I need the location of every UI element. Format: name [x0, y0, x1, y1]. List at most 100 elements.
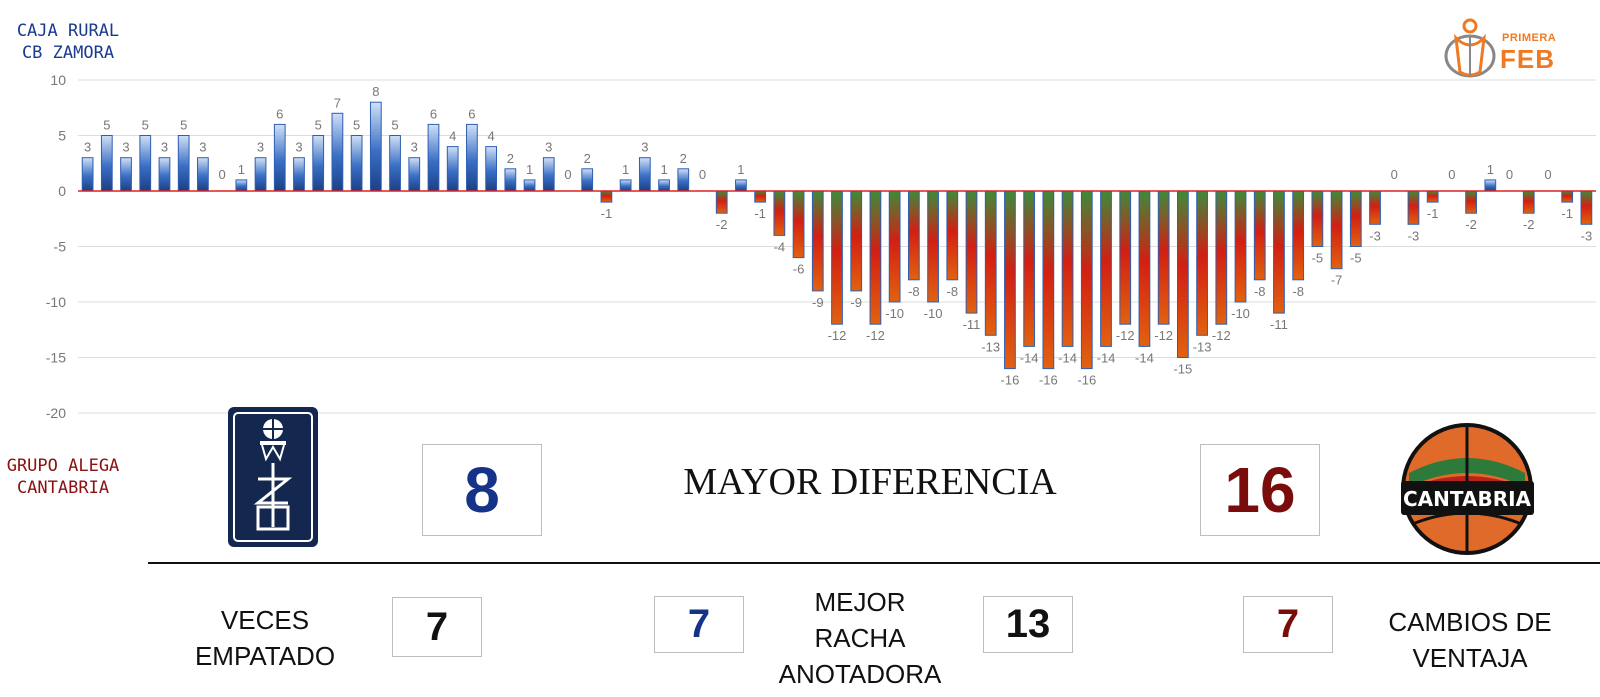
- bar: [100, 135, 113, 192]
- bar: [1349, 190, 1362, 247]
- data-label: 0: [564, 167, 571, 182]
- data-label: 0: [218, 167, 225, 182]
- bar: [1023, 190, 1036, 347]
- bar: [1426, 190, 1439, 203]
- data-label: -3: [1408, 228, 1420, 243]
- bar: [1215, 190, 1228, 325]
- data-label: 5: [353, 118, 360, 133]
- bar: [1138, 190, 1151, 347]
- team-b-line2: CANTABRIA: [16, 478, 110, 498]
- data-label: 5: [103, 118, 110, 133]
- data-label: 1: [238, 162, 245, 177]
- best-run-label: MEJOR RACHA ANOTADORA: [760, 584, 960, 692]
- bar: [850, 190, 863, 292]
- team-b-label: GRUPO ALEGA CANTABRIA: [0, 455, 126, 499]
- data-label: -12: [866, 328, 885, 343]
- data-label: -3: [1369, 228, 1381, 243]
- data-label: -16: [1001, 373, 1020, 388]
- data-label: 2: [507, 151, 514, 166]
- data-label: 0: [1506, 167, 1513, 182]
- y-tick-label: -10: [46, 294, 66, 310]
- data-label: -1: [754, 206, 766, 221]
- bar: [1253, 190, 1266, 281]
- data-label: 0: [699, 167, 706, 182]
- data-label: -12: [1116, 328, 1135, 343]
- data-label: -12: [828, 328, 847, 343]
- bar: [446, 146, 459, 192]
- cantabria-ball-icon: CANTABRIA: [1401, 423, 1534, 555]
- bar: [1580, 190, 1593, 225]
- data-label: -7: [1331, 273, 1343, 288]
- team-b-line1: GRUPO ALEGA: [6, 456, 120, 476]
- data-label: -10: [885, 306, 904, 321]
- bar: [139, 135, 152, 192]
- bar: [715, 190, 728, 214]
- bar: [120, 157, 132, 192]
- zamora-crest-icon: [233, 412, 313, 542]
- bar: [235, 179, 248, 192]
- data-label: 3: [641, 140, 648, 155]
- data-label: 3: [199, 140, 206, 155]
- bar: [754, 190, 767, 203]
- data-label: -3: [1581, 228, 1593, 243]
- data-label: -6: [793, 262, 805, 277]
- bar: [1273, 190, 1285, 314]
- primera-feb-logo: PRIMERA FEB: [1440, 18, 1580, 82]
- data-label: -11: [963, 317, 981, 332]
- chart-gridlines: [78, 79, 1596, 414]
- feb-basket-icon: [1444, 18, 1496, 78]
- data-label: -1: [601, 206, 613, 221]
- bar: [408, 157, 421, 192]
- best-run-team-b: 13: [983, 596, 1073, 653]
- max-diff-team-a: 8: [422, 444, 542, 536]
- bar: [1465, 190, 1477, 214]
- bar: [1157, 190, 1170, 325]
- bar: [523, 179, 536, 192]
- bar: [1176, 190, 1189, 358]
- data-label: 6: [430, 106, 437, 121]
- max-diff-title: MAYOR DIFERENCIA: [683, 461, 1057, 503]
- bar: [1061, 190, 1074, 347]
- bar: [1080, 190, 1093, 370]
- data-label: -14: [1097, 350, 1116, 365]
- bar: [197, 157, 209, 192]
- data-label: -10: [1231, 306, 1250, 321]
- bar: [907, 190, 920, 281]
- bar: [273, 123, 286, 192]
- data-label: 0: [1544, 167, 1551, 182]
- data-label: 1: [622, 162, 629, 177]
- data-label: -2: [716, 217, 728, 232]
- bar: [254, 157, 267, 192]
- bar: [1369, 190, 1381, 225]
- ties-value: 7: [392, 597, 482, 657]
- data-label: 3: [122, 140, 129, 155]
- bar: [927, 190, 939, 303]
- y-tick-label: 5: [58, 128, 66, 144]
- data-label: -8: [1292, 284, 1304, 299]
- bar: [600, 190, 613, 203]
- data-label: 2: [680, 151, 687, 166]
- bar: [1561, 190, 1574, 203]
- bar: [1004, 190, 1016, 370]
- bar: [1484, 179, 1497, 192]
- bar: [389, 135, 401, 192]
- y-tick-label: 10: [50, 72, 66, 88]
- data-label: 3: [545, 140, 552, 155]
- best-run-team-a: 7: [654, 596, 744, 653]
- bar: [773, 190, 786, 236]
- bar: [1292, 190, 1305, 281]
- bar: [619, 179, 632, 192]
- bar: [581, 168, 594, 192]
- data-label: -9: [850, 295, 862, 310]
- data-label: 1: [526, 162, 533, 177]
- data-label: -5: [1350, 251, 1362, 266]
- data-label: 3: [295, 140, 302, 155]
- data-label: 5: [142, 118, 149, 133]
- data-label: -8: [908, 284, 920, 299]
- best-run-label-line3: ANOTADORA: [778, 659, 942, 689]
- data-label: 3: [411, 140, 418, 155]
- bar: [81, 157, 94, 192]
- data-label: 2: [584, 151, 591, 166]
- data-label: -10: [924, 306, 943, 321]
- stats-divider: [148, 562, 1600, 564]
